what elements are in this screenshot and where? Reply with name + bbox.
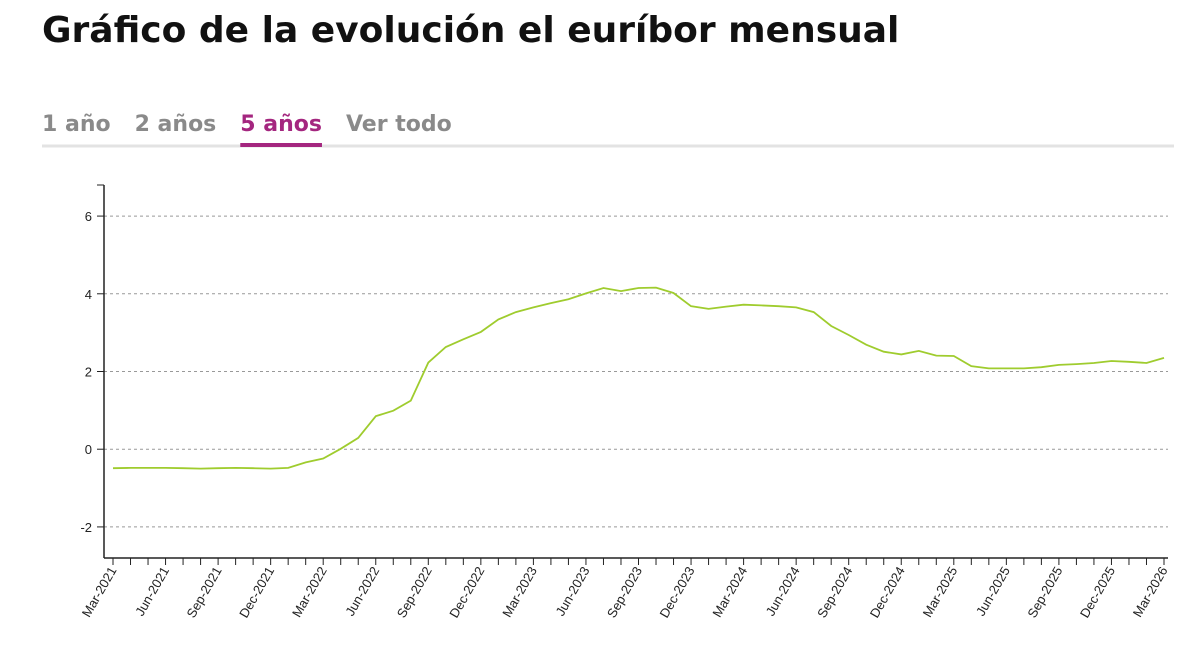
series-line (112, 286, 1165, 470)
x-tick-label: Mar-2021 (79, 564, 120, 620)
x-tick-label: Jun-2022 (342, 564, 382, 618)
x-tick-label: Mar-2026 (1130, 564, 1171, 620)
x-tick-label: Mar-2025 (920, 564, 961, 620)
x-tick-label: Jun-2024 (763, 564, 803, 618)
chart-title: Gráfico de la evolución el euríbor mensu… (42, 10, 899, 51)
x-tick-label: Mar-2022 (289, 564, 330, 620)
x-tick-label: Sep-2024 (814, 564, 855, 620)
x-tick-label: Jun-2021 (132, 564, 172, 618)
tab[interactable]: 1 año (42, 112, 111, 137)
tab-bar: 1 año 2 años 5 años Ver todo (42, 112, 452, 147)
x-tick-label: Jun-2023 (552, 564, 592, 618)
tab[interactable]: 5 años (240, 112, 322, 137)
x-tick-label: Mar-2023 (499, 564, 540, 620)
y-tick-label: 2 (85, 365, 92, 380)
x-tick-label: Jun-2025 (973, 564, 1013, 618)
x-tick-label: Dec-2025 (1077, 564, 1118, 620)
y-tick-label: 4 (85, 287, 92, 302)
x-tick-label: Sep-2025 (1024, 564, 1065, 620)
plot: -2 0 2 4 6 Mar-2021 Jun-2021 Sep-2021 Dec-2021 Ma… (79, 184, 1171, 620)
x-tick-label: Dec-2022 (446, 564, 487, 620)
x-tick-label: Dec-2024 (867, 564, 908, 620)
tab[interactable]: 2 años (135, 112, 217, 137)
x-tick-label: Sep-2022 (394, 564, 435, 620)
y-tick-label: 0 (85, 442, 92, 457)
tab[interactable]: Ver todo (346, 112, 452, 137)
y-tick-label: -2 (80, 520, 92, 535)
x-tick-label: Dec-2021 (236, 564, 277, 620)
y-tick-label: 6 (85, 209, 92, 224)
x-tick-label: Dec-2023 (656, 564, 697, 620)
x-tick-label: Sep-2021 (184, 564, 225, 620)
tab-indicator (240, 143, 322, 147)
x-tick-label: Mar-2024 (709, 564, 750, 620)
x-tick-label: Sep-2023 (604, 564, 645, 620)
